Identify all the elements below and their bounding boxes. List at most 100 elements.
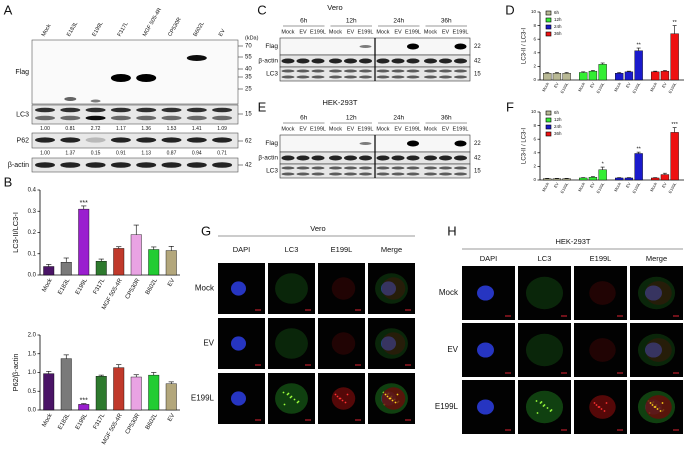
lc3-puncta [293,398,296,401]
blot-band [359,58,372,64]
blot-band [110,107,131,113]
y-axis-label: LC3-II/LC3-I [11,212,20,253]
blot-band [391,155,405,161]
significance: ** [636,42,641,48]
kda-label: 15 [474,72,481,78]
blot-band [329,172,342,176]
ratio-value: 0.81 [65,126,75,132]
y-tick-label: 0.2 [28,230,37,236]
lc3-signal [275,383,308,414]
blot-band [161,115,182,121]
micrograph [268,318,315,369]
lc3-puncta [297,400,300,403]
ratio-value: 0.71 [217,150,227,156]
significance: *** [671,122,678,128]
lc3-signal [525,333,564,367]
column-label: Merge [646,254,667,263]
blot-band [376,172,390,176]
blot-band [212,137,233,143]
blot [31,132,239,149]
lc3-puncta [287,392,290,395]
blot-band [344,155,357,161]
panel-title: Vero [310,224,325,233]
lc3-puncta [550,409,553,411]
row-label: EV [447,345,458,354]
y-tick-label: 1.0 [28,370,37,376]
blot-band [344,58,357,64]
x-tick-label: F317L [93,277,107,295]
bar [43,266,55,276]
lane-label: Mock [41,23,53,38]
y-tick-label: 0.0 [28,408,37,414]
time-label: 24h [393,115,404,122]
y-axis-label: P62/β-actin [11,353,20,391]
panel-letter: E [258,99,267,114]
y-tick-label: 1.5 [28,351,37,357]
blot-band [136,107,157,113]
kda-label: 62 [245,139,252,145]
blot-band [359,45,372,48]
bar [552,72,562,81]
blot-band [329,58,342,64]
blot-band [439,58,452,64]
blot-band [376,69,390,73]
e199l-puncta [388,397,391,400]
blot-band [359,172,372,176]
blot-band [311,58,325,64]
blot-band [281,166,295,170]
y-tick-label: 8 [533,23,536,28]
x-tick-label: B602L [145,277,159,296]
lc3-puncta [283,403,286,406]
ratio-value: 1.36 [141,126,151,132]
bar [624,71,634,81]
x-tick-label: E183L [57,412,71,431]
blot-band [60,137,81,143]
time-label: 6h [300,115,308,122]
x-tick-label: Mock [541,182,550,193]
column-label: LC3 [285,245,299,254]
bar [598,169,607,181]
lane-label: E199L [310,126,326,132]
bar [615,177,624,181]
lc3-puncta [536,412,539,414]
blot-band [344,166,357,170]
x-tick-label: Mock [649,82,658,93]
lc3-signal [525,276,564,310]
x-tick-label: E199L [75,412,89,431]
blot-band [212,115,233,121]
lane-label: Mock [281,29,294,35]
bar [670,132,679,181]
bar [95,376,107,411]
lane-label: E199L [358,126,374,132]
row-label: EV [203,339,214,348]
blot-band [406,155,420,161]
lane-label: EV [394,29,402,35]
legend-label: 36h [554,31,562,36]
lane-label: EV [299,29,307,35]
e199l-puncta [600,408,603,410]
blot-band [161,162,182,168]
x-tick-label: EV [553,81,560,88]
e199l-signal [331,277,356,300]
x-tick-label: E199L [667,181,678,194]
blot-band [344,75,357,79]
blot-band [359,155,372,161]
lane-label: E199L [453,126,469,132]
e199l-puncta [659,410,662,412]
blot-band [186,115,207,121]
kda-label: 42 [245,163,252,169]
micrograph [574,266,627,320]
lane-label: E199L [358,29,374,35]
lane-label: Mock [424,126,437,132]
blot-band [161,137,182,143]
bar [588,177,598,181]
ratio-value: 1.53 [167,126,177,132]
lc3-puncta [546,407,549,409]
blot-band [110,137,131,143]
bar [598,64,607,81]
y-tick-label: 0.5 [28,389,37,395]
blot-band [424,58,437,64]
e199l-puncta [391,399,394,402]
bar [588,70,598,81]
kda-label: 15 [474,169,481,175]
